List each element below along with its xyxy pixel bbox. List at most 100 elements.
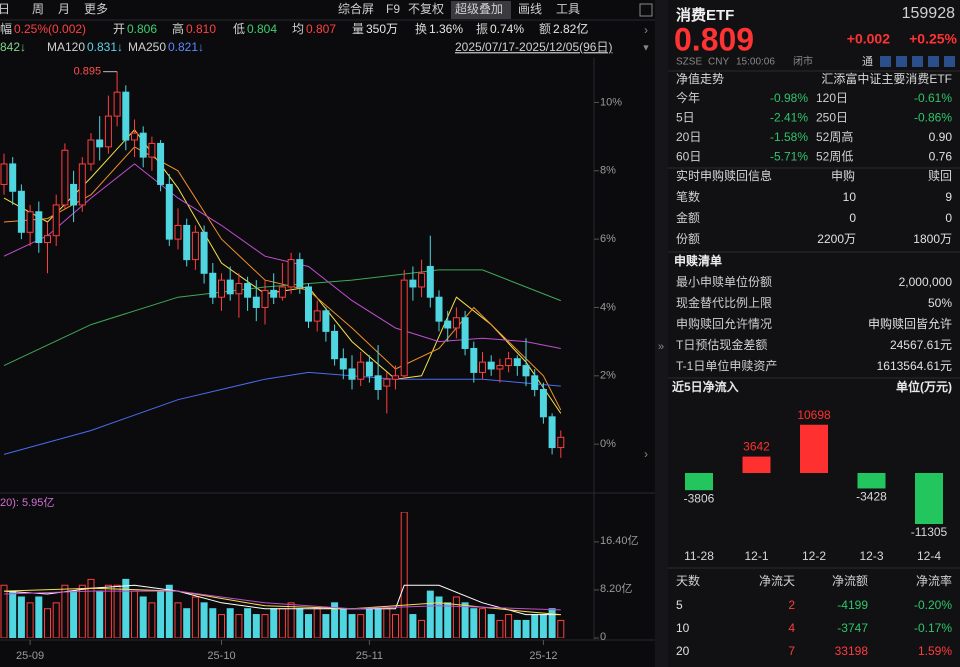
column-header: 净流额 xyxy=(832,574,868,588)
volume-bar xyxy=(61,584,69,638)
y-tick-label: 2% xyxy=(600,370,616,382)
candle-body xyxy=(426,265,434,298)
period-tab[interactable]: 日 xyxy=(0,2,10,16)
icon[interactable] xyxy=(928,56,939,67)
volume-bar xyxy=(505,614,513,638)
volume-bar xyxy=(87,578,95,638)
candle-body xyxy=(296,259,304,288)
period-tab[interactable]: 月 xyxy=(58,2,70,16)
flow-cell: -0.17% xyxy=(914,621,952,635)
y-tick-label: 0% xyxy=(600,438,616,450)
candle-body xyxy=(96,139,104,148)
stat-label: 额 xyxy=(539,22,551,36)
tool-button[interactable]: F9 xyxy=(386,2,400,16)
candle-body xyxy=(548,416,556,449)
candle-body xyxy=(218,279,225,298)
expand-arrow[interactable]: » xyxy=(658,341,664,353)
currency: CNY xyxy=(708,57,729,68)
perf-value: 0.90 xyxy=(929,130,953,144)
volume-bar xyxy=(218,614,225,638)
flow-cell: 5 xyxy=(676,598,683,612)
volume-bar xyxy=(296,608,304,638)
volume-bar xyxy=(209,608,217,638)
candle-body xyxy=(374,375,382,390)
volume-average xyxy=(3,584,561,616)
window-icon[interactable] xyxy=(639,3,653,17)
column-header: 净流率 xyxy=(916,573,952,588)
nav-arrow[interactable]: › xyxy=(644,447,648,461)
chart-area: 日 周月更多 综合屏 F9 不复权 超级叠加 画线 工具幅 0.25%(0.002) 开 0.806… xyxy=(0,1,639,662)
perf-value: 0.76 xyxy=(929,150,953,164)
volume-bar xyxy=(409,614,417,638)
period-tab[interactable]: 周 xyxy=(32,2,44,16)
candle-body xyxy=(322,310,330,332)
volume-bar xyxy=(270,608,278,638)
section-title: 实时申购赎回信息 xyxy=(676,168,772,183)
flow-value-label: -3428 xyxy=(856,490,887,504)
perf-value: -1.58% xyxy=(770,130,808,144)
nav-arrow[interactable]: › xyxy=(644,23,648,37)
stat-value: 0.807 xyxy=(306,22,336,36)
column-header: 申购 xyxy=(831,168,855,183)
tool-button[interactable]: 不复权 xyxy=(408,2,444,16)
volume-bar xyxy=(104,584,112,638)
row-value: 1613564.61元 xyxy=(877,359,952,373)
dropdown-arrow[interactable]: ▼ xyxy=(642,42,651,52)
candle-body xyxy=(505,358,513,367)
icon[interactable] xyxy=(896,56,907,67)
flow-value-label: -11305 xyxy=(911,525,948,539)
price-change: +0.002 xyxy=(847,31,890,47)
price-panel xyxy=(0,71,565,458)
volume-bar xyxy=(357,614,365,638)
volume-bar xyxy=(235,614,243,638)
candle-body xyxy=(139,132,147,158)
quote-panel xyxy=(668,0,960,667)
candle-body xyxy=(9,163,17,192)
perf-label: 5日 xyxy=(676,111,695,125)
candle-body xyxy=(278,286,286,298)
candle-body xyxy=(461,317,469,349)
volume-bar xyxy=(513,619,521,638)
icon[interactable] xyxy=(944,56,955,67)
fund-full-name: 汇添富中证主要消费ETF xyxy=(821,71,952,86)
volume-bar xyxy=(331,602,339,638)
stat-value: 0.810 xyxy=(186,22,216,36)
candle-body xyxy=(44,235,51,244)
flow-cell: -0.20% xyxy=(914,598,952,612)
candle-body xyxy=(244,283,252,298)
icon[interactable] xyxy=(880,56,891,67)
volume-bar xyxy=(470,608,478,638)
flow-cell: 10 xyxy=(676,621,690,635)
stat-label: 换 xyxy=(415,22,427,36)
volume-bar xyxy=(70,590,78,638)
tool-button[interactable]: 超级叠加 xyxy=(455,1,503,16)
badge: 通 xyxy=(862,55,873,68)
tool-button[interactable]: 工具 xyxy=(556,2,580,16)
tool-button[interactable]: 综合屏 xyxy=(338,1,374,16)
tool-button[interactable]: 画线 xyxy=(518,2,542,16)
row-label: T-1日单位申赎资产 xyxy=(676,358,777,373)
tool-icons xyxy=(880,56,955,67)
volume-bar xyxy=(139,596,147,638)
period-tab[interactable]: 更多 xyxy=(84,2,108,16)
last-price: 0.809 xyxy=(674,21,754,57)
fund-name: 消费ETF xyxy=(676,6,734,24)
flow-cell: 2 xyxy=(788,598,795,612)
candle-body xyxy=(61,149,69,206)
icon[interactable] xyxy=(912,56,923,67)
candle-body xyxy=(539,388,547,418)
candle-body xyxy=(17,190,25,233)
section-title: 申赎清单 xyxy=(674,253,722,268)
y-tick-label: 0 xyxy=(600,631,606,643)
column-header: 净流天 xyxy=(759,574,795,588)
flow-value-label: -3806 xyxy=(684,491,715,505)
stat-label: 高 xyxy=(172,21,184,36)
candle-body xyxy=(70,183,78,206)
stat-label: 均 xyxy=(292,22,304,36)
volume-bar xyxy=(26,602,34,638)
perf-value: -2.41% xyxy=(770,111,808,125)
row-label: 现金替代比例上限 xyxy=(676,295,772,310)
stat-label: 幅 xyxy=(0,21,12,36)
flow-bar xyxy=(800,424,828,473)
